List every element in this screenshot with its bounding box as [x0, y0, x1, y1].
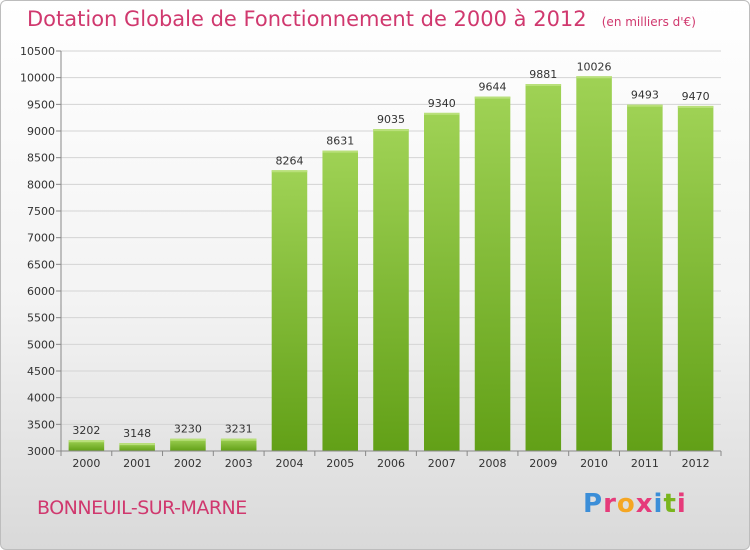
bar	[220, 438, 257, 451]
bar-highlight	[525, 84, 562, 87]
y-tick-label: 10500	[20, 45, 55, 58]
y-tick-label: 6500	[27, 258, 55, 271]
y-tick-label: 5000	[27, 338, 55, 351]
bar-value-label: 3230	[174, 423, 202, 436]
title-text: Dotation Globale de Fonctionnement de 20…	[27, 7, 587, 31]
bar	[271, 170, 308, 451]
y-tick-label: 3500	[27, 418, 55, 431]
bar-value-label: 10026	[577, 60, 612, 73]
logo-letter: o	[616, 489, 636, 519]
y-tick-label: 9000	[27, 125, 55, 138]
y-tick-label: 6000	[27, 285, 55, 298]
x-tick-label: 2003	[225, 457, 253, 470]
bar-highlight	[322, 150, 358, 153]
bar-highlight	[170, 438, 206, 441]
bar-highlight	[119, 443, 155, 446]
bar-value-label: 9340	[428, 97, 456, 110]
y-tick-label: 9500	[27, 98, 55, 111]
bar	[677, 105, 714, 451]
bar	[576, 76, 612, 451]
x-tick-label: 2002	[174, 457, 202, 470]
bar	[424, 112, 460, 451]
y-tick-label: 4500	[27, 365, 55, 378]
y-tick-label: 7000	[27, 232, 55, 245]
logo-letter: r	[603, 489, 617, 519]
y-tick-label: 7500	[27, 205, 55, 218]
axes: 3000 3500 4000 4500 5000 5500 6000 6500 7000 7500…	[20, 45, 722, 470]
bars: 3202 3148 3230 3231 8264 8631 9035 9340 9644 9881…	[68, 60, 714, 452]
bar	[474, 96, 511, 452]
bar-highlight	[220, 438, 257, 441]
bar	[373, 129, 409, 451]
bar-highlight	[373, 129, 409, 132]
y-tick-label: 4000	[27, 392, 55, 405]
unit-text: (en milliers d'€)	[601, 15, 696, 29]
bar	[322, 150, 358, 451]
x-tick-label: 2012	[682, 457, 710, 470]
bar-value-label: 9470	[682, 90, 710, 103]
x-tick-label: 2009	[529, 457, 557, 470]
logo-letter: x	[635, 489, 654, 519]
bar-highlight	[424, 112, 460, 115]
x-tick-label: 2005	[326, 457, 354, 470]
y-tick-label: 3000	[27, 445, 55, 458]
bar	[627, 104, 663, 451]
bar-highlight	[627, 104, 663, 107]
chart-title: Dotation Globale de Fonctionnement de 20…	[27, 7, 696, 31]
bar-value-label: 9493	[631, 89, 659, 102]
proxiti-logo: Proxiti	[583, 489, 687, 519]
bar	[525, 84, 562, 451]
y-tick-label: 8000	[27, 178, 55, 191]
logo-letter: t	[663, 489, 677, 519]
logo-letter: P	[583, 489, 604, 519]
bar-value-label: 3148	[123, 427, 151, 440]
y-tick-label: 8500	[27, 152, 55, 165]
y-tick-label: 5500	[27, 312, 55, 325]
logo-letter: i	[653, 489, 664, 519]
bar-highlight	[68, 440, 105, 443]
x-tick-label: 2008	[479, 457, 507, 470]
logo-letter: i	[676, 489, 687, 519]
x-tick-label: 2010	[580, 457, 608, 470]
bar-highlight	[677, 105, 714, 108]
bar-value-label: 3202	[72, 424, 100, 437]
bar-highlight	[576, 76, 612, 79]
bar-value-label: 9035	[377, 113, 405, 126]
bar	[68, 440, 105, 451]
bar	[119, 443, 155, 451]
bar	[170, 438, 206, 451]
x-tick-label: 2000	[72, 457, 100, 470]
x-tick-label: 2004	[275, 457, 303, 470]
x-tick-label: 2001	[123, 457, 151, 470]
x-tick-label: 2011	[631, 457, 659, 470]
x-tick-label: 2007	[428, 457, 456, 470]
y-tick-label: 10000	[20, 72, 55, 85]
bar-value-label: 9881	[529, 68, 557, 81]
bar-highlight	[271, 170, 308, 173]
bar-highlight	[474, 96, 511, 99]
x-tick-label: 2006	[377, 457, 405, 470]
bar-value-label: 8264	[275, 154, 303, 167]
bar-value-label: 9644	[479, 81, 507, 94]
bar-value-label: 3231	[225, 423, 253, 436]
commune-name: BONNEUIL-SUR-MARNE	[37, 497, 247, 519]
bar-value-label: 8631	[326, 135, 354, 148]
